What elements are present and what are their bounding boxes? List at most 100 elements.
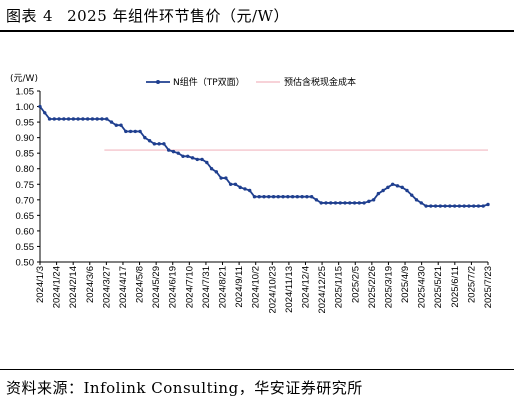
- x-tick-label: 2024/4/17: [118, 266, 129, 308]
- x-tick-label: 2025/7/23: [483, 266, 494, 308]
- legend-label-n-module: N组件（TP双面）: [173, 76, 245, 88]
- n-module-price-point: [81, 117, 85, 121]
- x-tick-label: 2024/2/14: [68, 266, 79, 308]
- x-tick-label: 2025/1/15: [334, 266, 345, 308]
- x-tick-label: 2024/5/8: [135, 266, 146, 303]
- n-module-price-point: [119, 123, 123, 127]
- x-tick-label: 2024/10/23: [267, 266, 278, 314]
- n-module-price-point: [43, 111, 47, 115]
- n-module-price-point: [324, 201, 328, 205]
- x-tick-label: 2024/1/24: [52, 266, 63, 308]
- y-axis-unit-label: (元/W): [10, 74, 38, 84]
- n-module-price-point: [105, 117, 109, 121]
- n-module-price-point: [171, 149, 176, 154]
- n-module-price-point: [76, 117, 80, 121]
- n-module-price-point: [290, 195, 295, 199]
- n-module-price-point: [329, 201, 333, 205]
- x-tick-label: 2025/4/30: [417, 266, 428, 308]
- price-line-chart: (元/W) N组件（TP双面） 预估含税现金成本 1.05 1.00 0.95 0.9…: [10, 74, 494, 314]
- n-module-price-point: [224, 176, 228, 180]
- y-tick-label: 0.70: [16, 195, 35, 206]
- n-module-price-point: [476, 204, 481, 208]
- x-tick-label: 2024/11/13: [284, 266, 295, 313]
- figure-title-prefix: 图表: [6, 7, 38, 25]
- n-module-price-point: [133, 129, 138, 134]
- n-module-price-point: [376, 191, 381, 196]
- n-module-price-point: [333, 201, 338, 205]
- y-tick-label: 0.95: [16, 118, 35, 129]
- n-module-price-point: [281, 195, 285, 199]
- y-tick-label: 1.00: [16, 102, 35, 113]
- n-module-price-point: [362, 201, 366, 205]
- n-module-price-point: [443, 204, 447, 208]
- n-module-price-point: [166, 148, 171, 152]
- n-module-price-point: [338, 201, 342, 205]
- n-module-price-point: [66, 117, 71, 121]
- n-module-price-point: [390, 182, 395, 186]
- n-module-price-point: [452, 204, 457, 208]
- n-module-price-point: [147, 139, 152, 143]
- n-module-price-point: [271, 195, 276, 199]
- chart-legend: N组件（TP双面） 预估含税现金成本: [146, 76, 356, 88]
- n-module-price-point: [486, 202, 490, 207]
- legend-label-cash-cost: 预估含税现金成本: [284, 76, 356, 88]
- n-module-price-point: [481, 204, 485, 208]
- n-module-price-point: [85, 117, 90, 121]
- n-module-price-point: [100, 117, 104, 121]
- n-module-price-point: [414, 198, 419, 202]
- x-tick-label: 2025/5/21: [433, 266, 444, 308]
- figure-title-number: 4: [43, 7, 54, 25]
- n-module-price-line: [39, 106, 489, 207]
- n-module-price-point: [295, 195, 300, 199]
- n-module-price-point: [429, 204, 433, 208]
- n-module-price-point: [300, 195, 304, 199]
- n-module-price-point: [62, 117, 66, 121]
- n-module-price-point: [143, 135, 147, 140]
- x-tick-label: 2025/3/19: [383, 266, 394, 308]
- n-module-price-point: [109, 120, 114, 124]
- n-module-price-point: [395, 184, 400, 188]
- n-module-price-point: [371, 198, 376, 202]
- n-module-price-point: [195, 157, 199, 162]
- n-module-price-point: [467, 204, 471, 208]
- n-module-price-point: [124, 129, 128, 134]
- n-module-price-point: [309, 195, 314, 199]
- legend-marker-n-module: [156, 80, 160, 84]
- x-tick-label: 2024/12/25: [317, 266, 328, 314]
- n-module-price-point: [276, 195, 280, 199]
- n-module-price-point: [262, 195, 266, 199]
- x-tick-label: 2024/7/31: [201, 266, 212, 308]
- y-tick-label: 0.50: [16, 258, 35, 269]
- n-module-price-point: [181, 154, 185, 158]
- x-tick-label: 2024/12/4: [300, 266, 311, 308]
- n-module-price-point: [38, 104, 42, 109]
- n-module-price-point: [71, 117, 76, 121]
- n-module-price-point: [357, 201, 362, 205]
- n-module-price-point: [228, 182, 233, 186]
- n-module-price-point: [400, 185, 404, 190]
- n-module-price-point: [352, 201, 357, 205]
- n-module-price-point: [186, 154, 190, 158]
- n-module-price-point: [405, 188, 409, 193]
- n-module-price-point: [238, 185, 242, 190]
- n-module-price-point: [433, 204, 438, 208]
- n-module-price-point: [95, 117, 99, 121]
- n-module-price-point: [472, 204, 476, 208]
- source-note: 资料来源：Infolink Consulting，华安证券研究所: [6, 379, 363, 397]
- n-module-price-point: [457, 204, 462, 208]
- n-module-price-point: [319, 201, 323, 205]
- n-module-price-point: [267, 195, 271, 199]
- n-module-price-point: [200, 157, 204, 162]
- y-tick-label: 0.80: [16, 164, 35, 175]
- n-module-price-point: [209, 167, 214, 171]
- n-module-price-point: [248, 188, 252, 193]
- x-tick-label: 2025/7/2: [466, 266, 477, 303]
- figure-title-text: 2025 年组件环节售价（元/W）: [67, 7, 289, 25]
- n-module-price-point: [438, 204, 443, 208]
- n-module-price-point: [52, 117, 56, 121]
- x-tick-label: 2025/4/9: [400, 266, 411, 303]
- n-module-price-point: [448, 204, 452, 208]
- y-tick-label: 0.90: [16, 133, 35, 144]
- n-module-price-point: [138, 129, 142, 134]
- n-module-price-point: [205, 160, 209, 165]
